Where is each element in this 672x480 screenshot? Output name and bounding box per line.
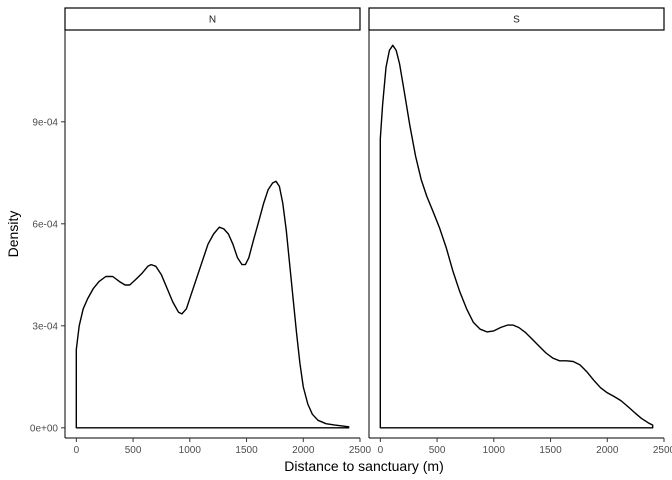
x-tick-label: 2000 (596, 445, 619, 456)
facet-strip (368, 7, 665, 31)
x-axis-title: Distance to sanctuary (m) (284, 458, 444, 474)
x-tick-label: 2500 (653, 445, 672, 456)
facet-strip (64, 7, 361, 31)
facet-strip-label: N (209, 15, 216, 26)
y-axis-title: Density (5, 211, 21, 258)
x-tick-label: 1000 (179, 445, 202, 456)
density-curve-s (379, 44, 654, 429)
facet-panels: N 0 500 1000 1500 2000 2500 S 0 500 1000 1500 2000 25… (64, 7, 672, 456)
y-tick-label: 3e-04 (32, 321, 58, 332)
density-curve-n (75, 180, 350, 429)
x-tick-label: 0 (74, 445, 80, 456)
x-tick-label: 500 (429, 445, 446, 456)
x-tick-label: 2000 (292, 445, 315, 456)
facet-strip-label: S (513, 15, 520, 26)
facet-panel-s: S 0 500 1000 1500 2000 2500 (368, 7, 672, 456)
x-tick-label: 500 (125, 445, 142, 456)
y-tick-label: 9e-04 (32, 117, 58, 128)
y-tick-label: 6e-04 (32, 219, 58, 230)
facet-panel-n: N 0 500 1000 1500 2000 2500 (64, 7, 372, 456)
y-axis: 0e+00 3e-04 6e-04 9e-04 (30, 117, 65, 434)
x-tick-label: 1500 (235, 445, 258, 456)
x-tick-label: 1000 (483, 445, 506, 456)
x-tick-label: 0 (378, 445, 384, 456)
y-tick-label: 0e+00 (30, 423, 59, 434)
x-tick-label: 2500 (349, 445, 372, 456)
x-tick-label: 1500 (539, 445, 562, 456)
